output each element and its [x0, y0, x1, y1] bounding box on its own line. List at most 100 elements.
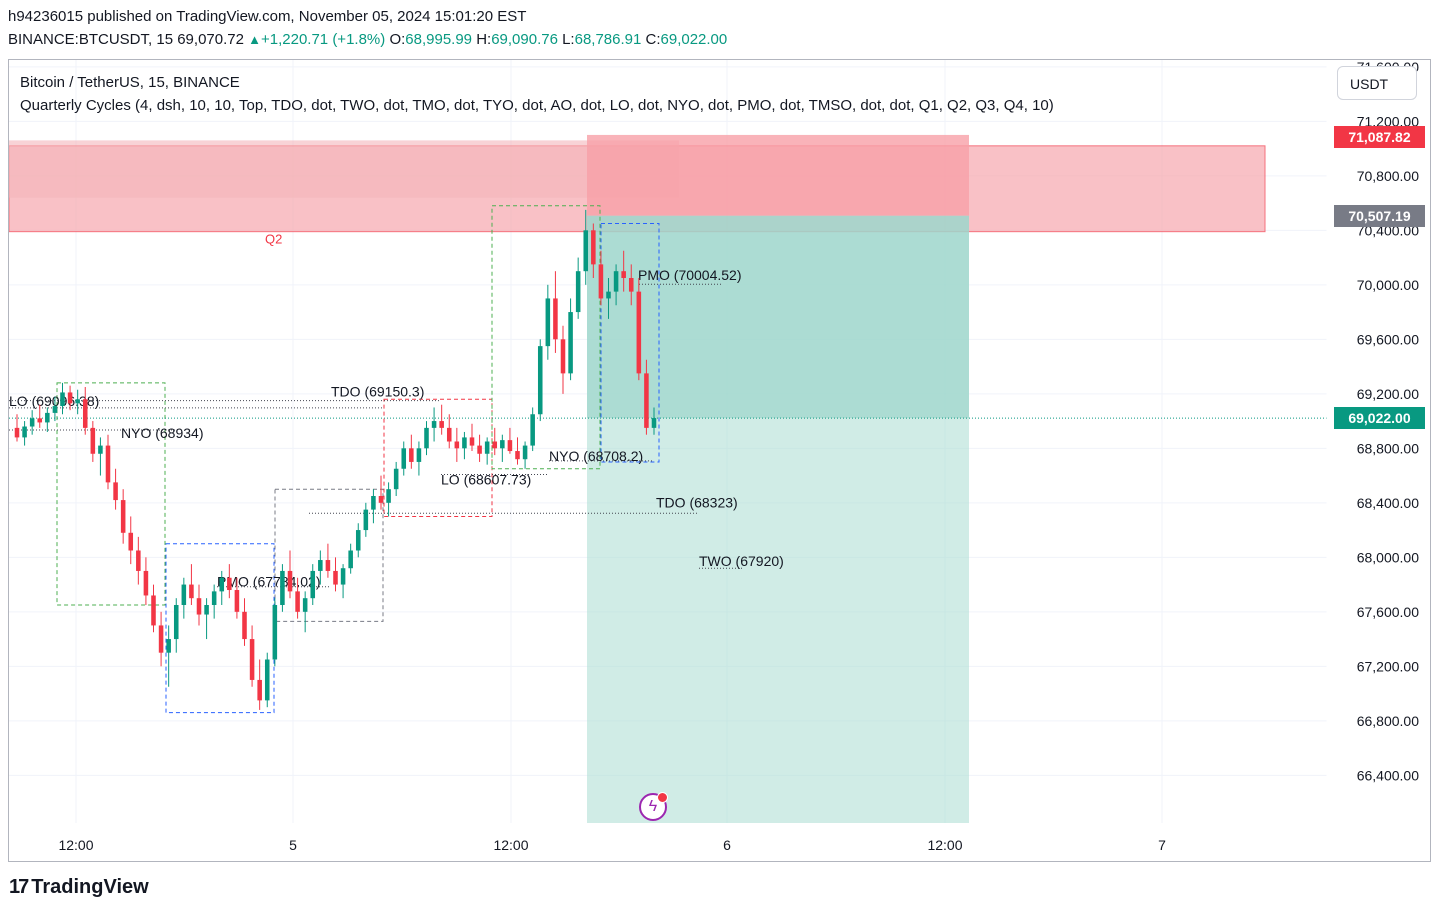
candle-body-31 [249, 639, 255, 680]
high-label: H: [476, 31, 492, 48]
candle-body-21 [173, 605, 179, 640]
x-tick-label-3: 6 [723, 837, 731, 853]
session-box-4 [491, 205, 601, 470]
candle-body-60 [469, 437, 475, 446]
candle-body-66 [515, 451, 520, 460]
candle-body-76 [591, 230, 596, 265]
candle-body-71 [553, 298, 558, 340]
level-label-4: NYO (68708.2) [549, 448, 643, 464]
candle-body-63 [492, 441, 498, 449]
y-tick-label-3: 67,600.00 [1357, 604, 1419, 620]
close-label: C: [645, 31, 661, 48]
tradingview-logo[interactable]: 17 TradingView [9, 876, 149, 898]
candle-body-82 [636, 291, 642, 374]
open-label: O: [389, 31, 406, 48]
candle-body-80 [621, 271, 626, 278]
candle-body-78 [606, 291, 611, 299]
notification-dot [657, 792, 668, 803]
symbol-ohlc-line: BINANCE:BTCUSDT, 15 69,070.72 ▲+1,220.71… [8, 31, 727, 48]
session-box-2 [274, 488, 384, 622]
level-label-1: TDO (69150.3) [331, 384, 424, 400]
chart-frame[interactable]: Q2 LO (69096.38) TDO (69150.3) NYO (68934) L… [8, 59, 1431, 862]
candle-body-62 [484, 441, 490, 454]
candle-body-34 [272, 605, 278, 660]
candle-body-35 [280, 570, 285, 605]
price-tag-middle: 70,507.19 [1334, 204, 1425, 227]
candle-body-67 [522, 445, 528, 460]
high-value: 69,090.76 [491, 31, 558, 48]
candle-body-65 [507, 440, 513, 452]
candle-body-7 [67, 392, 73, 404]
x-tick-label-4: 12:00 [927, 837, 962, 853]
level-label-7: TDO (68323) [656, 494, 738, 510]
candle-body-2 [29, 418, 35, 427]
candle-body-55 [431, 421, 437, 428]
indicator-legend[interactable]: Quarterly Cycles (4, dsh, 10, 10, Top, T… [20, 97, 1054, 114]
x-tick-label-5: 7 [1158, 837, 1166, 853]
candle-body-36 [287, 570, 293, 592]
candle-body-73 [568, 312, 573, 374]
y-tick-label-11: 70,800.00 [1357, 168, 1419, 184]
session-box-3 [383, 398, 493, 517]
session-box-0 [56, 382, 166, 606]
candle-body-74 [575, 271, 581, 313]
candle-body-46 [363, 509, 369, 531]
candle-body-58 [454, 441, 460, 449]
candle-body-68 [530, 414, 535, 446]
candle-body-48 [378, 496, 384, 503]
candle-body-37 [295, 591, 300, 612]
candle-body-79 [613, 271, 619, 292]
y-tick-label-4: 68,000.00 [1357, 549, 1419, 565]
candle-body-16 [136, 550, 141, 571]
candle-body-23 [189, 584, 194, 599]
candle-body-64 [500, 440, 505, 449]
symbol-interval[interactable]: BINANCE:BTCUSDT, 15 [8, 31, 174, 48]
candle-body-13 [113, 482, 118, 501]
candle-body-61 [477, 445, 482, 454]
up-triangle-icon: ▲ [248, 32, 261, 47]
short-target-zone-lower [587, 418, 969, 823]
lightning-icon[interactable]: ϟ [639, 792, 668, 821]
candle-body-18 [151, 595, 156, 626]
candle-body-53 [416, 448, 422, 462]
y-tick-label-2: 67,200.00 [1357, 658, 1419, 674]
zone-label-q2: Q2 [265, 232, 282, 247]
candle-body-70 [545, 298, 551, 347]
candle-body-22 [181, 584, 187, 605]
candle-body-77 [598, 264, 604, 299]
price-change: +1,220.71 (+1.8%) [261, 31, 386, 48]
candle-body-30 [242, 611, 247, 640]
candle-body-38 [302, 598, 308, 612]
level-label-5: PMO (70004.52) [638, 267, 742, 283]
candle-body-24 [196, 598, 202, 615]
candle-body-42 [333, 570, 338, 585]
candle-body-17 [143, 570, 149, 596]
candle-body-69 [537, 346, 543, 415]
price-tag-upper: 71,087.82 [1334, 125, 1425, 148]
candle-body-1 [22, 426, 27, 438]
candle-body-56 [439, 421, 444, 428]
candle-body-14 [120, 500, 126, 533]
candle-body-40 [318, 560, 323, 571]
x-tick-label-1: 5 [289, 837, 297, 853]
candle-body-10 [90, 427, 96, 454]
candle-body-72 [560, 339, 566, 374]
y-tick-label-12: 71,200.00 [1357, 113, 1419, 129]
level-label-2: NYO (68934) [121, 425, 203, 441]
candle-body-49 [386, 489, 391, 503]
symbol-legend[interactable]: Bitcoin / TetherUS, 15, BINANCE [20, 74, 240, 91]
currency-button[interactable]: USDT [1337, 66, 1417, 100]
candle-body-45 [355, 530, 361, 551]
y-tick-label-5: 68,400.00 [1357, 495, 1419, 511]
level-label-8: TWO (67920) [699, 553, 784, 569]
candle-body-32 [257, 679, 262, 701]
candle-body-83 [644, 373, 649, 428]
price-tag-last: 69,022.00 [1334, 407, 1425, 430]
candle-body-29 [234, 590, 240, 612]
candle-body-43 [340, 568, 346, 585]
close-value: 69,022.00 [660, 31, 728, 48]
level-label-3: LO (68607.73) [441, 472, 531, 488]
short-stop-zone [587, 134, 969, 216]
candle-body-25 [204, 605, 209, 615]
